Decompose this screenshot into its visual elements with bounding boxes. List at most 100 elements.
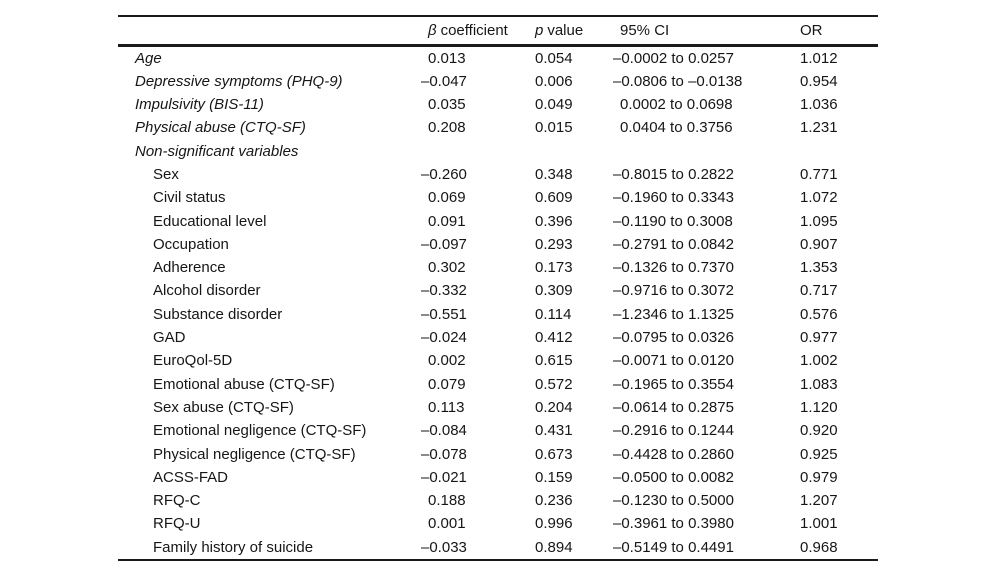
table-row: EuroQol-5D 0.002 0.615 –0.0071 to 0.0120… — [118, 349, 878, 372]
cell-p-value: 0.396 — [535, 212, 573, 230]
cell-beta-coefficient: –0.097 — [421, 235, 467, 253]
cell-p-value: 0.049 — [535, 96, 573, 114]
cell-or: 1.072 — [800, 189, 838, 207]
p-symbol: p — [535, 21, 544, 39]
cell-beta-coefficient: –0.084 — [421, 422, 467, 440]
cell-95-ci: –0.0071 to 0.0120 — [613, 352, 734, 370]
cell-95-ci: –0.1960 to 0.3343 — [613, 189, 734, 207]
cell-variable-label: Non-significant variables — [135, 142, 299, 160]
cell-p-value: 0.293 — [535, 235, 573, 253]
table-row: Sex abuse (CTQ-SF) 0.113 0.204 –0.0614 t… — [118, 396, 878, 419]
cell-95-ci: –0.4428 to 0.2860 — [613, 445, 734, 463]
table-row: Occupation –0.097 0.293 –0.2791 to 0.084… — [118, 233, 878, 256]
cell-95-ci: –0.1326 to 0.7370 — [613, 259, 734, 277]
cell-beta-coefficient: 0.091 — [428, 212, 466, 230]
cell-beta-coefficient: –0.021 — [421, 468, 467, 486]
cell-or: 0.907 — [800, 235, 838, 253]
table-row: RFQ-C 0.188 0.236 –0.1230 to 0.5000 1.20… — [118, 489, 878, 512]
cell-variable-label: Adherence — [153, 259, 226, 277]
cell-95-ci: –0.1230 to 0.5000 — [613, 492, 734, 510]
table-row: RFQ-U 0.001 0.996 –0.3961 to 0.3980 1.00… — [118, 512, 878, 535]
cell-beta-coefficient: –0.078 — [421, 445, 467, 463]
table-row: Educational level 0.091 0.396 –0.1190 to… — [118, 210, 878, 233]
cell-beta-coefficient: 0.035 — [428, 96, 466, 114]
cell-beta-coefficient: –0.047 — [421, 72, 467, 90]
cell-p-value: 0.015 — [535, 119, 573, 137]
cell-beta-coefficient: –0.260 — [421, 165, 467, 183]
header-p-text: value — [547, 21, 584, 39]
cell-95-ci: –0.8015 to 0.2822 — [613, 165, 734, 183]
header-or: OR — [800, 21, 823, 39]
cell-variable-label: Alcohol disorder — [153, 282, 261, 300]
table-row: Alcohol disorder –0.332 0.309 –0.9716 to… — [118, 279, 878, 302]
cell-95-ci: –0.0500 to 0.0082 — [613, 468, 734, 486]
cell-variable-label: Family history of suicide — [153, 538, 314, 556]
cell-or: 0.954 — [800, 72, 838, 90]
cell-p-value: 0.673 — [535, 445, 573, 463]
table-row: Emotional negligence (CTQ-SF) –0.084 0.4… — [118, 419, 878, 442]
cell-variable-label: RFQ-U — [153, 515, 201, 533]
cell-95-ci: –0.9716 to 0.3072 — [613, 282, 734, 300]
cell-95-ci: –1.2346 to 1.1325 — [613, 305, 734, 323]
table-row: Family history of suicide –0.033 0.894 –… — [118, 536, 878, 560]
cell-or: 1.207 — [800, 492, 838, 510]
table-row: Non-significant variables — [118, 140, 878, 163]
cell-or: 1.353 — [800, 259, 838, 277]
cell-or: 0.920 — [800, 422, 838, 440]
cell-variable-label: EuroQol-5D — [153, 352, 233, 370]
cell-95-ci: –0.2791 to 0.0842 — [613, 235, 734, 253]
cell-variable-label: Sex abuse (CTQ-SF) — [153, 398, 294, 416]
header-variable — [118, 16, 428, 45]
cell-or: 1.036 — [800, 96, 838, 114]
cell-beta-coefficient: 0.002 — [428, 352, 466, 370]
cell-variable-label: Physical abuse (CTQ-SF) — [135, 119, 306, 137]
table-row: Substance disorder –0.551 0.114 –1.2346 … — [118, 303, 878, 326]
cell-or: 0.979 — [800, 468, 838, 486]
cell-95-ci: –0.0795 to 0.0326 — [613, 329, 734, 347]
cell-or: 0.968 — [800, 538, 838, 556]
cell-variable-label: Emotional negligence (CTQ-SF) — [153, 422, 367, 440]
cell-variable-label: Civil status — [153, 189, 226, 207]
cell-p-value: 0.236 — [535, 492, 573, 510]
regression-table-container: β coefficient p value 95% CI OR Age 0.013 … — [118, 15, 878, 562]
cell-beta-coefficient: 0.079 — [428, 375, 466, 393]
cell-95-ci: 0.0404 to 0.3756 — [620, 119, 733, 137]
cell-beta-coefficient: –0.551 — [421, 305, 467, 323]
cell-beta-coefficient: 0.188 — [428, 492, 466, 510]
header-95-ci: 95% CI — [620, 21, 670, 39]
cell-p-value: 0.609 — [535, 189, 573, 207]
header-p-value: p value — [535, 16, 620, 45]
table-header-row: β coefficient p value 95% CI OR — [118, 16, 878, 45]
beta-symbol: β — [428, 21, 437, 39]
cell-95-ci: 0.0002 to 0.0698 — [620, 96, 733, 114]
cell-or: 1.012 — [800, 49, 838, 67]
cell-p-value: 0.114 — [535, 305, 572, 323]
cell-95-ci: –0.1190 to 0.3008 — [613, 212, 733, 230]
cell-95-ci: –0.2916 to 0.1244 — [613, 422, 734, 440]
cell-or: 0.771 — [800, 165, 838, 183]
cell-beta-coefficient — [428, 140, 535, 163]
cell-variable-label: Emotional abuse (CTQ-SF) — [153, 375, 335, 393]
cell-or: 1.002 — [800, 352, 838, 370]
cell-or: 0.576 — [800, 305, 838, 323]
cell-beta-coefficient: 0.001 — [428, 515, 466, 533]
table-row: Adherence 0.302 0.173 –0.1326 to 0.7370 … — [118, 256, 878, 279]
cell-p-value: 0.348 — [535, 165, 573, 183]
cell-95-ci: –0.3961 to 0.3980 — [613, 515, 734, 533]
regression-results-table: β coefficient p value 95% CI OR Age 0.013 … — [118, 15, 878, 562]
cell-variable-label: Physical negligence (CTQ-SF) — [153, 445, 356, 463]
header-beta-coefficient: β coefficient — [428, 16, 535, 45]
cell-p-value: 0.309 — [535, 282, 573, 300]
cell-p-value: 0.006 — [535, 72, 573, 90]
cell-or — [800, 140, 878, 163]
cell-beta-coefficient: –0.024 — [421, 329, 467, 347]
table-row: GAD –0.024 0.412 –0.0795 to 0.0326 0.977 — [118, 326, 878, 349]
cell-95-ci: –0.1965 to 0.3554 — [613, 375, 734, 393]
cell-variable-label: Occupation — [153, 235, 229, 253]
table-row: Age 0.013 0.054 –0.0002 to 0.0257 1.012 — [118, 45, 878, 70]
table-row: Physical abuse (CTQ-SF) 0.208 0.015 0.04… — [118, 116, 878, 139]
cell-p-value — [535, 140, 620, 163]
cell-beta-coefficient: 0.302 — [428, 259, 466, 277]
cell-or: 0.977 — [800, 329, 838, 347]
